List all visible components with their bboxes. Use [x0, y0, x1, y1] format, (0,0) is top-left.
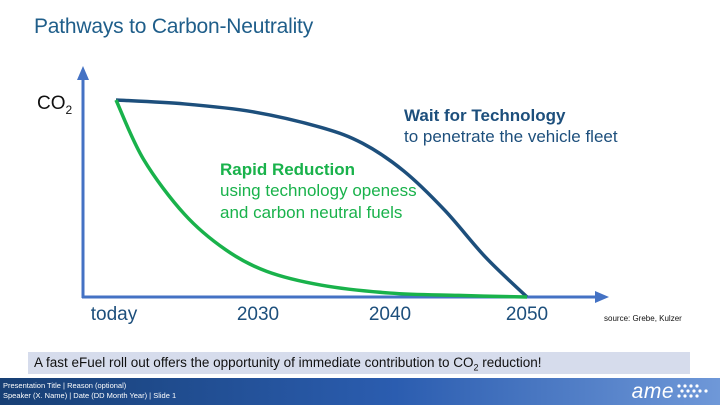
- x-tick-labels: today 2030 2040 2050: [91, 304, 548, 325]
- banner-text-end: reduction!: [478, 355, 542, 370]
- annotation-wait-title: Wait for Technology: [404, 106, 566, 125]
- banner-subscript: 2: [473, 362, 479, 373]
- y-axis-label: CO2: [37, 93, 73, 117]
- y-axis-arrowhead: [77, 66, 89, 80]
- x-tick-label-2050: 2050: [506, 304, 548, 325]
- footer-line-2: Speaker (X. Name) | Date (DD Month Year)…: [3, 391, 177, 400]
- footer-line-1: Presentation Title | Reason (optional): [3, 381, 127, 390]
- source-note: source: Grebe, Kulzer: [604, 314, 682, 323]
- x-tick-label-2040: 2040: [369, 304, 411, 325]
- logo-text: ame: [631, 380, 674, 403]
- series-line-rapid-reduction: [114, 99, 528, 299]
- x-tick-label-2030: 2030: [237, 304, 279, 325]
- slide-title: Pathways to Carbon-Neutrality: [34, 15, 313, 38]
- annotation-wait-subtitle: to penetrate the vehicle fleet: [404, 127, 618, 146]
- logo-dots-icon: [677, 384, 708, 398]
- ame-logo: ame: [632, 380, 710, 404]
- footer-text: Presentation Title | Reason (optional) S…: [3, 381, 176, 401]
- y-axis-label-main: CO: [37, 93, 66, 114]
- banner-text: A fast eFuel roll out offers the opportu…: [34, 355, 474, 370]
- slide-footer: Presentation Title | Reason (optional) S…: [0, 378, 720, 405]
- annotation-rapid-line1: using technology openess: [220, 181, 417, 200]
- annotation-rapid-line2: and carbon neutral fuels: [220, 203, 402, 222]
- y-axis-label-subscript: 2: [66, 103, 73, 117]
- x-axis-arrowhead: [595, 291, 609, 303]
- series-line-wait-for-technology: [115, 98, 529, 299]
- annotation-rapid-title: Rapid Reduction: [220, 160, 355, 179]
- x-tick-label-today: today: [91, 304, 138, 325]
- key-message-banner: A fast eFuel roll out offers the opportu…: [28, 352, 690, 374]
